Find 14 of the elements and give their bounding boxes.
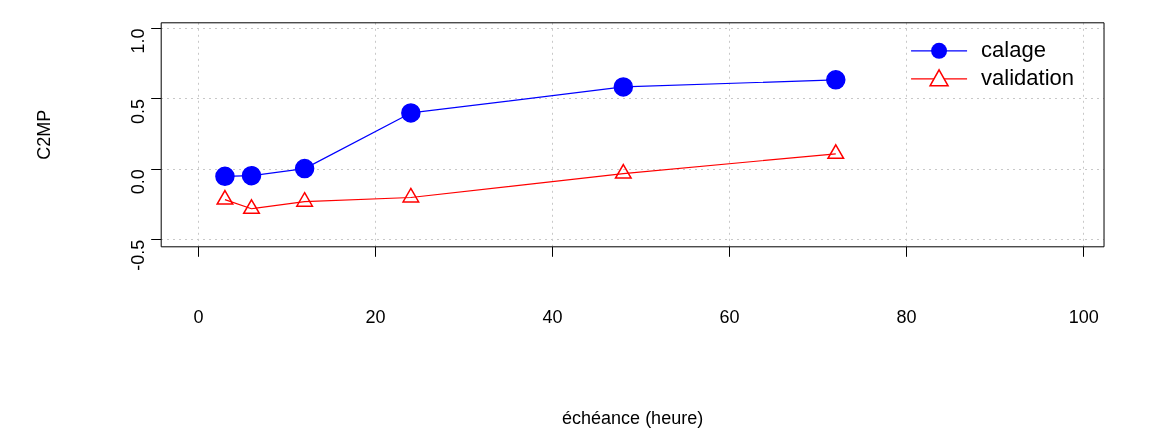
y-tick-label: -0.5 — [128, 239, 149, 271]
x-tick-label: 80 — [896, 306, 917, 327]
legend-label: validation — [981, 64, 1075, 90]
y-tick-label: 1.0 — [128, 28, 149, 54]
x-tick-label: 40 — [542, 306, 563, 327]
x-axis-title: échéance (heure) — [562, 408, 704, 429]
x-tick-label: 20 — [365, 306, 386, 327]
y-tick-label: 0.5 — [128, 98, 149, 124]
x-tick-label: 0 — [193, 306, 204, 327]
y-tick-label: 0.0 — [128, 169, 149, 195]
x-tick-label: 100 — [1068, 306, 1099, 327]
x-tick-label: 60 — [719, 306, 740, 327]
y-axis-title: C2MP — [33, 109, 54, 160]
legend-label: calage — [981, 36, 1046, 62]
